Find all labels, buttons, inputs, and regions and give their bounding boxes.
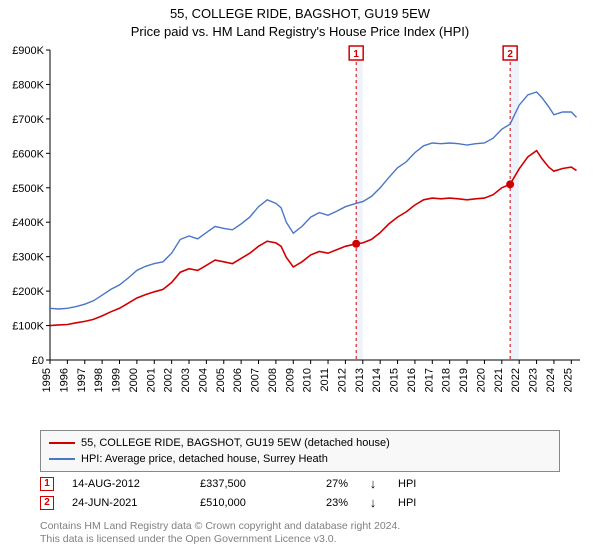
svg-text:2021: 2021 [493, 368, 505, 392]
svg-text:2023: 2023 [528, 368, 540, 392]
svg-text:2007: 2007 [250, 368, 262, 392]
legend-label: 55, COLLEGE RIDE, BAGSHOT, GU19 5EW (det… [81, 435, 390, 451]
svg-text:1995: 1995 [41, 368, 53, 392]
svg-text:£600K: £600K [12, 148, 44, 160]
svg-text:£500K: £500K [12, 183, 44, 195]
svg-text:2017: 2017 [423, 368, 435, 392]
svg-text:£200K: £200K [12, 286, 44, 298]
svg-text:2013: 2013 [354, 368, 366, 392]
svg-text:2009: 2009 [284, 368, 296, 392]
svg-text:2006: 2006 [232, 368, 244, 392]
svg-text:2011: 2011 [319, 368, 331, 392]
svg-text:£100K: £100K [12, 321, 44, 333]
svg-text:2005: 2005 [215, 368, 227, 392]
footer-attribution: Contains HM Land Registry data © Crown c… [40, 520, 580, 546]
svg-text:2020: 2020 [475, 368, 487, 392]
svg-text:2016: 2016 [406, 368, 418, 392]
svg-text:2019: 2019 [458, 368, 470, 392]
svg-text:2003: 2003 [180, 368, 192, 392]
transaction-pct: 27% [298, 478, 348, 490]
svg-text:£400K: £400K [12, 217, 44, 229]
svg-text:1996: 1996 [58, 368, 70, 392]
svg-text:1999: 1999 [111, 368, 123, 392]
svg-text:£900K: £900K [12, 45, 44, 57]
legend-swatch-hpi [49, 458, 75, 460]
svg-text:£0: £0 [32, 355, 44, 367]
legend: 55, COLLEGE RIDE, BAGSHOT, GU19 5EW (det… [40, 430, 560, 472]
transaction-hpi-label: HPI [398, 497, 438, 509]
footer-line: Contains HM Land Registry data © Crown c… [40, 520, 580, 533]
svg-text:£700K: £700K [12, 114, 44, 126]
svg-text:2025: 2025 [562, 368, 574, 392]
svg-text:2010: 2010 [302, 368, 314, 392]
down-arrow-icon: ↓ [366, 476, 380, 491]
svg-text:£800K: £800K [12, 79, 44, 91]
transaction-price: £337,500 [200, 478, 280, 490]
legend-label: HPI: Average price, detached house, Surr… [81, 451, 328, 467]
chart-title-line1: 55, COLLEGE RIDE, BAGSHOT, GU19 5EW [0, 6, 600, 21]
svg-text:2018: 2018 [441, 368, 453, 392]
transaction-date: 24-JUN-2021 [72, 497, 182, 509]
svg-text:2000: 2000 [128, 368, 140, 392]
svg-text:2015: 2015 [389, 368, 401, 392]
svg-text:2004: 2004 [197, 368, 209, 392]
svg-text:2024: 2024 [545, 368, 557, 392]
svg-text:£300K: £300K [12, 252, 44, 264]
chart-title-line2: Price paid vs. HM Land Registry's House … [0, 24, 600, 39]
transaction-price: £510,000 [200, 497, 280, 509]
transaction-hpi-label: HPI [398, 478, 438, 490]
svg-text:2002: 2002 [163, 368, 175, 392]
svg-text:2014: 2014 [371, 368, 383, 392]
transactions-table: 1 14-AUG-2012 £337,500 27% ↓ HPI 2 24-JU… [40, 474, 580, 512]
svg-text:2022: 2022 [510, 368, 522, 392]
table-row: 2 24-JUN-2021 £510,000 23% ↓ HPI [40, 493, 580, 512]
transaction-marker-icon: 2 [40, 496, 54, 510]
legend-row: 55, COLLEGE RIDE, BAGSHOT, GU19 5EW (det… [49, 435, 551, 451]
down-arrow-icon: ↓ [366, 495, 380, 510]
svg-text:2012: 2012 [336, 368, 348, 392]
transaction-date: 14-AUG-2012 [72, 478, 182, 490]
transaction-pct: 23% [298, 497, 348, 509]
footer-line: This data is licensed under the Open Gov… [40, 533, 580, 546]
price-hpi-line-chart: £0 £100K £200K £300K £400K £500K £600K £700K £80… [0, 42, 600, 402]
svg-text:1: 1 [353, 49, 359, 60]
svg-text:1997: 1997 [76, 368, 88, 392]
svg-text:2008: 2008 [267, 368, 279, 392]
svg-text:2001: 2001 [145, 368, 157, 392]
legend-swatch-price [49, 442, 75, 444]
svg-text:1998: 1998 [93, 368, 105, 392]
table-row: 1 14-AUG-2012 £337,500 27% ↓ HPI [40, 474, 580, 493]
transaction-marker-icon: 1 [40, 477, 54, 491]
legend-row: HPI: Average price, detached house, Surr… [49, 451, 551, 467]
svg-text:2: 2 [507, 49, 513, 60]
